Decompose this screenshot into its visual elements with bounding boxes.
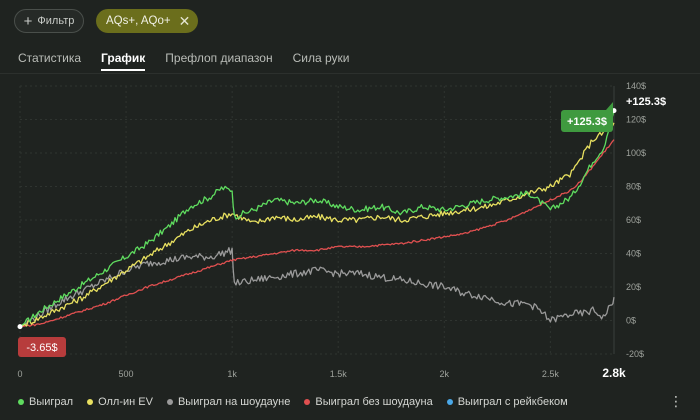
start-badge-text: -3.65$: [26, 342, 57, 354]
legend-label: Выиграл: [29, 396, 74, 408]
y-tick-label: 60$: [626, 215, 641, 225]
x-axis-labels: 0 500 1k 1.5k 2k 2.5k 2.8k: [17, 366, 626, 380]
start-value-badge: -3.65$: [18, 337, 66, 357]
legend-item-rakeback[interactable]: Выиграл с рейкбеком: [446, 396, 568, 408]
legend-label: Выиграл без шоудауна: [315, 396, 433, 408]
series-line-2: [19, 247, 615, 328]
x-tick-label: 2k: [440, 369, 450, 379]
series-line-0: [19, 110, 615, 328]
legend-label: Выиграл с рейкбеком: [457, 396, 568, 408]
end-badge-text: +125.3$: [567, 116, 607, 128]
end-badge-bg: [561, 110, 613, 132]
y-tick-label: 40$: [626, 249, 641, 259]
y-axis-labels: -20$ 0$ 20$ 40$ 60$ 80$ 100$ 120$ 140$: [626, 81, 646, 359]
legend-dot: [166, 399, 173, 405]
legend-item-showdown[interactable]: Выиграл на шоудауне: [166, 396, 291, 408]
x-tick-label: 2.5k: [542, 369, 560, 379]
y-tick-label: 80$: [626, 182, 641, 192]
y-tick-label: 120$: [626, 115, 646, 125]
tab-divider: [0, 73, 700, 74]
end-value-badge: +125.3$: [561, 102, 613, 132]
more-options-icon[interactable]: ⋮: [669, 393, 683, 409]
tab-bar: Статистика График Префлоп диапазон Сила …: [18, 51, 369, 71]
x-tick-label: 1k: [227, 369, 237, 379]
legend-item-non-showdown[interactable]: Выиграл без шоудауна: [304, 396, 433, 408]
chart-series: [19, 110, 615, 328]
filter-button-label: Фильтр: [37, 15, 75, 27]
tab-preflop-range[interactable]: Префлоп диапазон: [165, 51, 273, 65]
x-tick-label: 1.5k: [330, 369, 348, 379]
legend-dot: [446, 399, 453, 405]
tab-statistics[interactable]: Статистика: [18, 51, 82, 65]
legend-dot: [304, 399, 311, 405]
hand-filter-chip-label: AQs+, AQo+: [106, 15, 171, 27]
plus-icon: +: [23, 12, 33, 30]
x-tick-label: 0: [17, 369, 22, 379]
y-tick-label: 0$: [626, 316, 636, 326]
legend-label: Выиграл на шоудауне: [177, 396, 291, 408]
winnings-chart[interactable]: -20$ 0$ 20$ 40$ 60$ 80$ 100$ 120$ 140$ 0 500 1k 1.5…: [0, 78, 700, 390]
y-tick-label: 100$: [626, 148, 646, 158]
legend-item-allin-ev[interactable]: Олл-ин EV: [87, 396, 153, 408]
x-tick-label: 500: [119, 369, 134, 379]
hand-filter-chip[interactable]: AQs+, AQo+ ✕: [96, 9, 198, 33]
legend-item-won[interactable]: Выиграл: [18, 396, 73, 408]
start-point: [17, 324, 23, 330]
chart-annotations: -3.65$ +125.3$ +125.3$: [17, 96, 666, 357]
filter-button[interactable]: + Фильтр: [14, 9, 84, 33]
chart-grid: [19, 85, 615, 355]
tab-graph[interactable]: График: [101, 51, 146, 71]
y-tick-label: -20$: [626, 349, 644, 359]
y-tick-label: 140$: [626, 81, 646, 91]
tab-hand-strength[interactable]: Сила руки: [292, 51, 350, 65]
close-icon[interactable]: ✕: [178, 13, 191, 29]
legend-dot: [18, 399, 24, 405]
start-badge-bg: [18, 337, 66, 357]
legend-dot: [87, 399, 94, 405]
series-line-1: [19, 122, 615, 328]
end-value-label: +125.3$: [626, 96, 666, 108]
end-badge-pointer: [606, 102, 613, 114]
y-tick-label: 20$: [626, 282, 641, 292]
series-line-3: [19, 139, 615, 328]
chart-legend: Выиграл Олл-ин EV Выиграл на шоудауне Вы…: [18, 396, 568, 408]
legend-label: Олл-ин EV: [98, 396, 153, 408]
x-tick-label: 2.8k: [602, 366, 626, 380]
